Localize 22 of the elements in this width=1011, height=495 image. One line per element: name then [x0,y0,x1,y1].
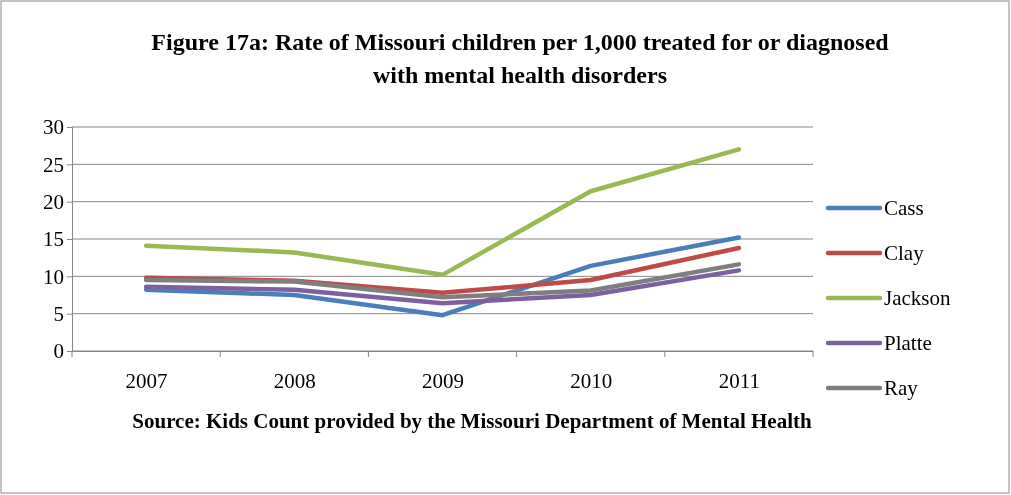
x-tick-label: 2011 [718,368,761,393]
legend-label: Cass [884,196,924,220]
y-tick-label: 5 [53,301,64,326]
x-tick-label: 2008 [273,368,316,393]
x-tick-label: 2010 [570,368,613,393]
legend-label: Jackson [884,286,951,310]
legend-label: Platte [884,331,932,355]
y-tick-label: 0 [53,339,64,364]
y-tick-label: 25 [43,152,64,177]
x-tick-label: 2009 [422,368,464,393]
line-series [143,147,742,278]
legend-label: Clay [884,241,925,265]
source-note: Source: Kids Count provided by the Missouri Department of Mental Health [132,409,813,433]
legend-label: Ray [884,376,919,400]
y-tick-label: 10 [43,264,64,289]
line-series [143,235,742,318]
y-tick-label: 30 [43,115,64,140]
y-tick-label: 15 [43,227,64,252]
chart-title: Figure 17a: Rate of Missouri children per 1,000 treated for or diagnosed with mental health disorders [151,29,890,88]
x-tick-label: 2007 [125,368,168,393]
y-tick-label: 20 [43,189,64,214]
line-series [143,268,742,306]
